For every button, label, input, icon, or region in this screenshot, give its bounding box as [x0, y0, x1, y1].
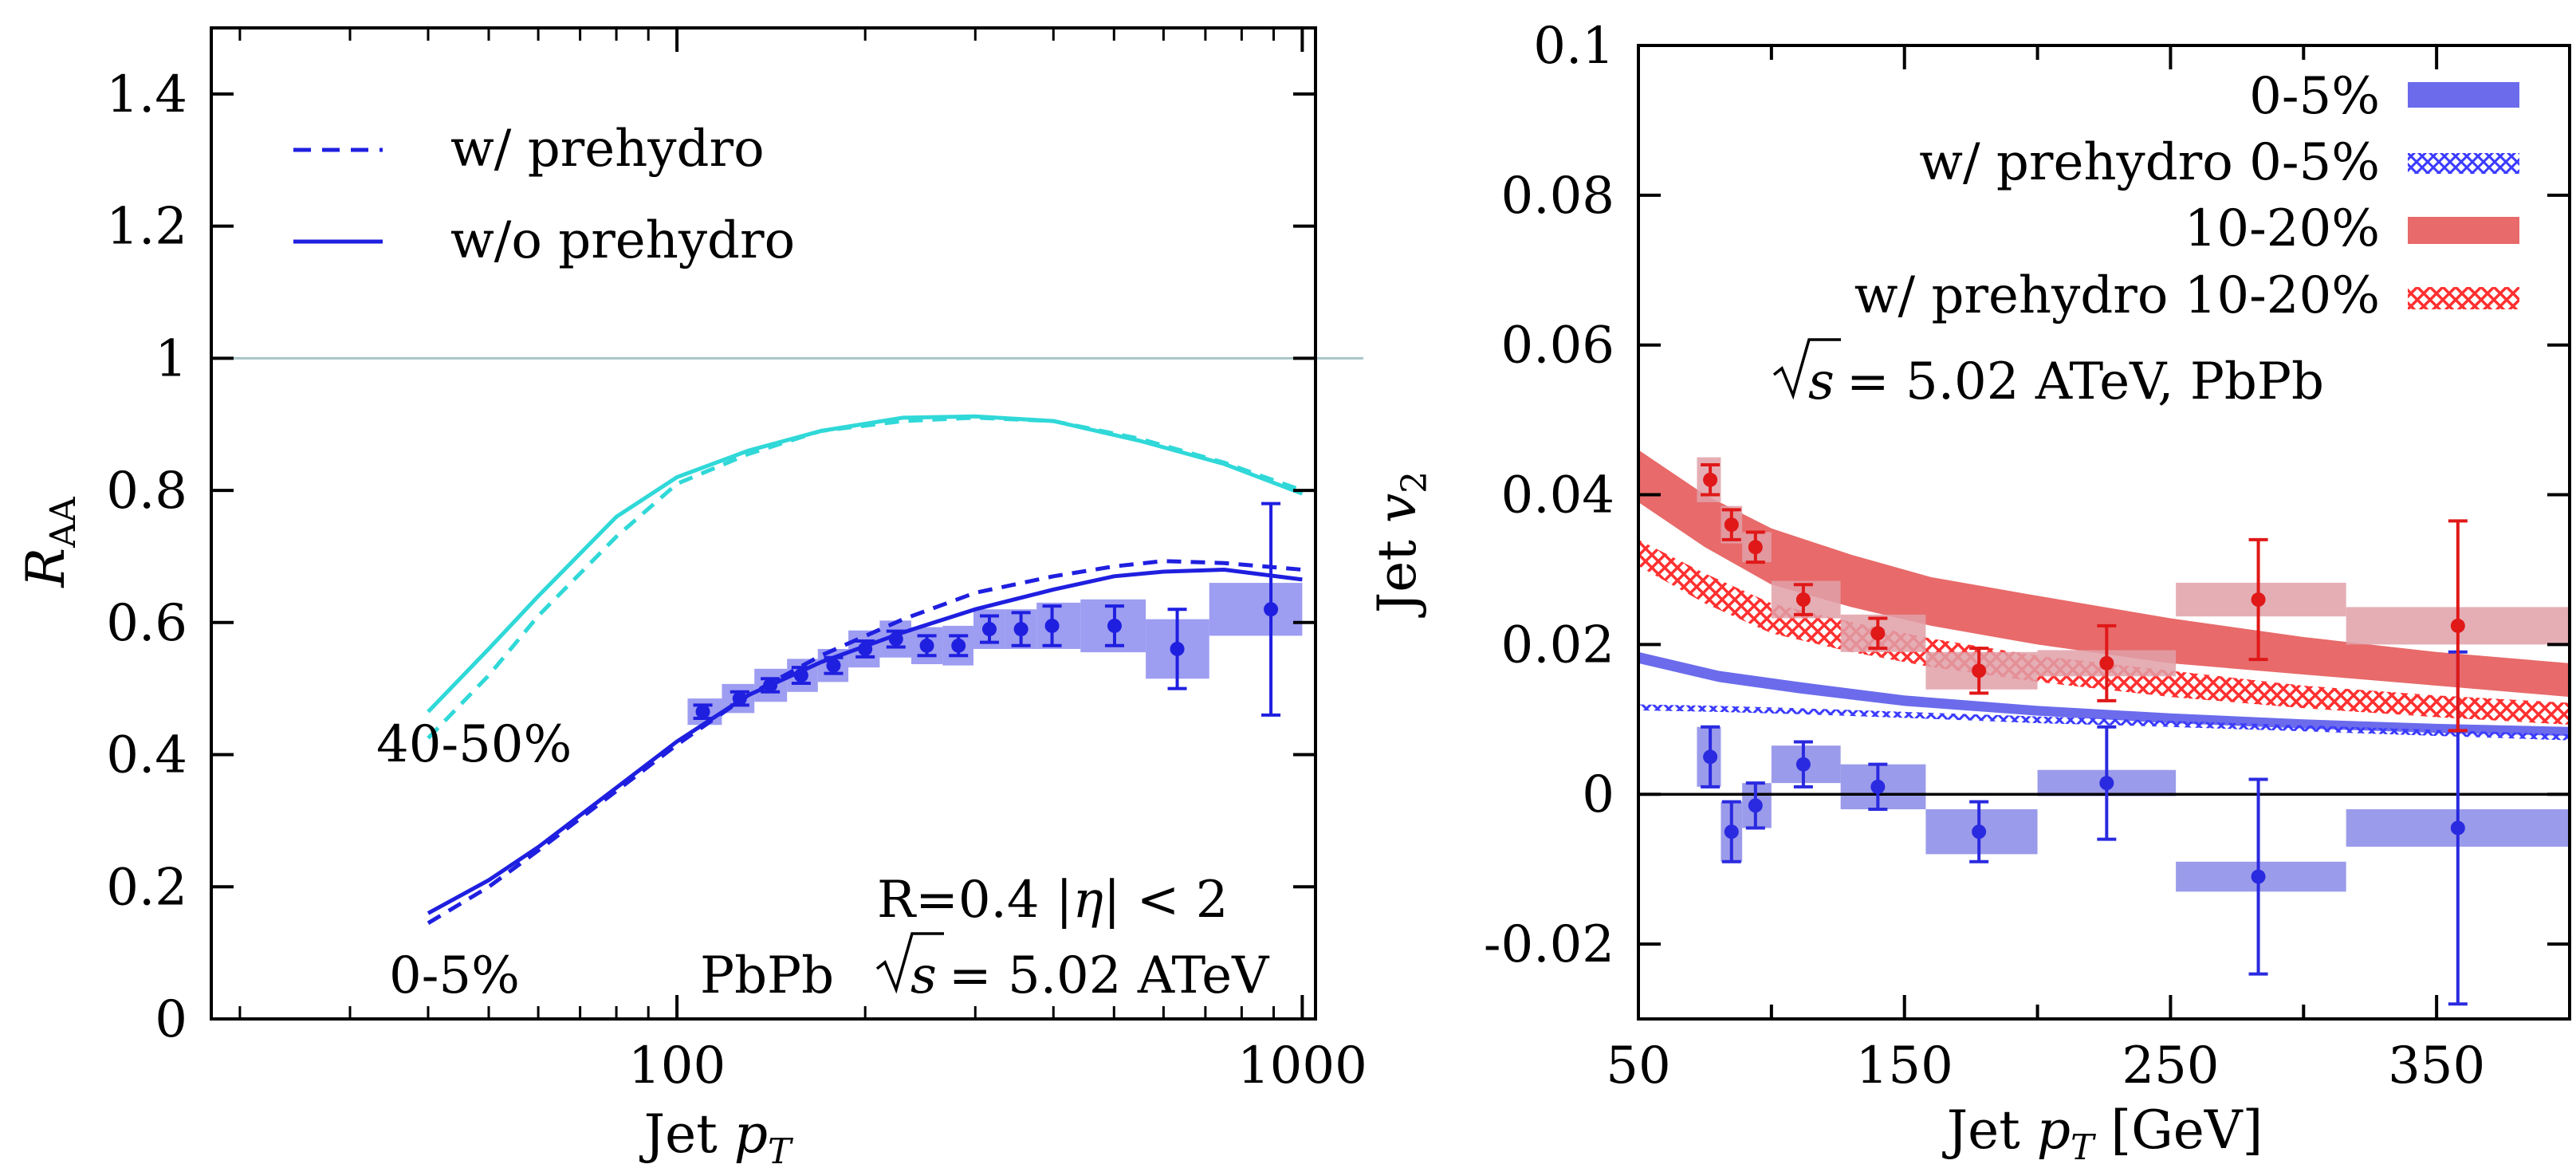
- v2-data-point-10-20-: [2450, 618, 2465, 633]
- raa-sys-box: [1209, 583, 1303, 636]
- raa-ytick-label: 1: [155, 329, 187, 388]
- raa-data-point: [1044, 618, 1060, 633]
- raa-data-point: [763, 678, 778, 693]
- svg-text:s: s: [1808, 352, 1835, 411]
- legend-swatch-10-20: [2408, 217, 2519, 244]
- raa-ytick-label: 1.2: [106, 198, 187, 257]
- raa-x-axis-label: Jet pT: [639, 1103, 794, 1172]
- v2-data-point-0-5-: [2450, 820, 2465, 836]
- v2-data-point-0-5-: [1703, 749, 1718, 765]
- svg-text:= 5.02 ATeV: = 5.02 ATeV: [949, 946, 1270, 1005]
- system-label: PbPb: [700, 946, 834, 1005]
- raa-data-point: [793, 668, 808, 683]
- v2-plot-frame: [1637, 44, 2571, 1021]
- v2-band-10-20-: [1638, 450, 2570, 698]
- raa-data-point: [826, 658, 841, 673]
- raa-data-point: [919, 638, 934, 653]
- raa-axis-ticks: 0 0.2 0.4 0.6 0.8 1 1.2 1.4 100 1000: [106, 28, 1367, 1095]
- cuts-label: R=0.4 |η| < 2: [877, 871, 1228, 930]
- v2-xtick-label: 150: [1856, 1036, 1953, 1095]
- v2-ytick-label: 0.06: [1501, 317, 1615, 376]
- raa-data-point: [1013, 622, 1028, 637]
- raa-chart: 0 0.2 0.4 0.6 0.8 1 1.2 1.4 100 1000 RAA Jet pT w…: [15, 26, 1367, 1172]
- v2-xtick-label: 250: [2122, 1036, 2219, 1095]
- legend-swatch-0-5: [2408, 82, 2519, 108]
- v2-y-axis-label: Jet v2: [1367, 471, 1435, 618]
- raa-ytick-label: 1.4: [106, 65, 187, 124]
- legend-swatch-prehydro-0-5: [2408, 153, 2519, 174]
- legend-label-prehydro: w/ prehydro: [450, 120, 765, 179]
- legend-label-no-prehydro: w/o prehydro: [450, 211, 795, 270]
- raa-data-point: [981, 622, 997, 637]
- v2-ytick-label: 0.04: [1501, 466, 1615, 525]
- energy-label: s = 5.02 ATeV: [875, 932, 1270, 1005]
- v2-ytick-label: -0.02: [1484, 915, 1614, 974]
- raa-xtick-label: 1000: [1237, 1036, 1367, 1095]
- v2-legend: 0-5% w/ prehydro 0-5% 10-20% w/ prehydro…: [1854, 67, 2519, 325]
- v2-xtick-label: 50: [1606, 1036, 1670, 1095]
- legend-label-0-5: 0-5%: [2249, 67, 2380, 126]
- raa-curve-0-5%-dashed: [427, 559, 1303, 925]
- raa-ytick-label: 0.2: [106, 858, 187, 917]
- v2-data-point-0-5-: [1724, 824, 1739, 840]
- v2-band-w-prehydro-0-5-: [1638, 704, 2570, 741]
- v2-axis-ticks: -0.02 0 0.02 0.04 0.06 0.08 0.1 50 150 250 350: [1484, 17, 2570, 1095]
- legend-label-10-20: 10-20%: [2185, 199, 2380, 258]
- v2-data-points: [1701, 462, 2468, 1006]
- v2-data-point-0-5-: [1795, 757, 1811, 772]
- v2-data-point-10-20-: [2099, 655, 2114, 671]
- v2-data-point-10-20-: [1703, 472, 1718, 487]
- raa-data-points: [693, 501, 1281, 720]
- v2-data-point-10-20-: [1724, 517, 1739, 533]
- raa-data-point: [888, 631, 903, 647]
- v2-data-point-10-20-: [2251, 592, 2266, 608]
- raa-data-point: [858, 641, 873, 656]
- v2-x-axis-label: Jet pT [GeV]: [1942, 1099, 2263, 1168]
- raa-data-point: [951, 638, 966, 653]
- centrality-label-0-5: 0-5%: [389, 946, 520, 1005]
- v2-ytick-label: 0.02: [1501, 616, 1615, 675]
- raa-data-point: [1170, 641, 1185, 656]
- v2-data-point-10-20-: [1972, 663, 1987, 678]
- raa-data-point: [695, 704, 710, 719]
- v2-data-point-10-20-: [1795, 592, 1811, 608]
- v2-data-point-0-5-: [2251, 869, 2266, 884]
- v2-energy-label: s = 5.02 ATeV, PbPb: [1772, 338, 2324, 411]
- v2-model-bands: [1638, 450, 2570, 741]
- raa-ytick-label: 0.4: [106, 726, 187, 785]
- raa-plot-frame: [210, 26, 1317, 1021]
- svg-text:s: s: [910, 946, 937, 1005]
- v2-data-point-10-20-: [1748, 540, 1763, 555]
- v2-ytick-label: 0: [1582, 765, 1614, 824]
- raa-curve-40-50%-dashed: [427, 415, 1304, 740]
- legend-label-prehydro-10-20: w/ prehydro 10-20%: [1854, 266, 2380, 325]
- svg-text:= 5.02 ATeV, PbPb: = 5.02 ATeV, PbPb: [1846, 352, 2324, 411]
- v2-xtick-label: 350: [2388, 1036, 2485, 1095]
- v2-data-point-0-5-: [1870, 779, 1886, 794]
- raa-xtick-label: 100: [628, 1036, 726, 1095]
- raa-legend: w/ prehydro w/o prehydro: [293, 120, 795, 270]
- v2-data-point-0-5-: [1972, 824, 1987, 840]
- legend-swatch-prehydro-10-20: [2408, 287, 2519, 309]
- raa-y-axis-label: RAA: [15, 496, 84, 588]
- raa-ytick-label: 0.6: [106, 594, 187, 653]
- v2-data-point-0-5-: [2099, 776, 2114, 791]
- centrality-label-40-50: 40-50%: [376, 715, 572, 774]
- raa-data-point: [1107, 618, 1122, 633]
- v2-ytick-label: 0.08: [1501, 167, 1615, 226]
- v2-ytick-label: 0.1: [1533, 17, 1614, 76]
- raa-data-point: [732, 691, 747, 706]
- v2-chart: -0.02 0 0.02 0.04 0.06 0.08 0.1 50 150 250 350 Jet…: [1367, 17, 2571, 1168]
- legend-label-prehydro-0-5: w/ prehydro 0-5%: [1919, 133, 2380, 192]
- v2-data-point-10-20-: [1870, 626, 1886, 641]
- raa-ytick-label: 0.8: [106, 462, 187, 521]
- raa-data-point: [1264, 602, 1279, 617]
- raa-ytick-label: 0: [155, 990, 187, 1049]
- v2-data-point-0-5-: [1748, 798, 1763, 813]
- v2-band-w-prehydro-10-20-: [1638, 539, 2570, 725]
